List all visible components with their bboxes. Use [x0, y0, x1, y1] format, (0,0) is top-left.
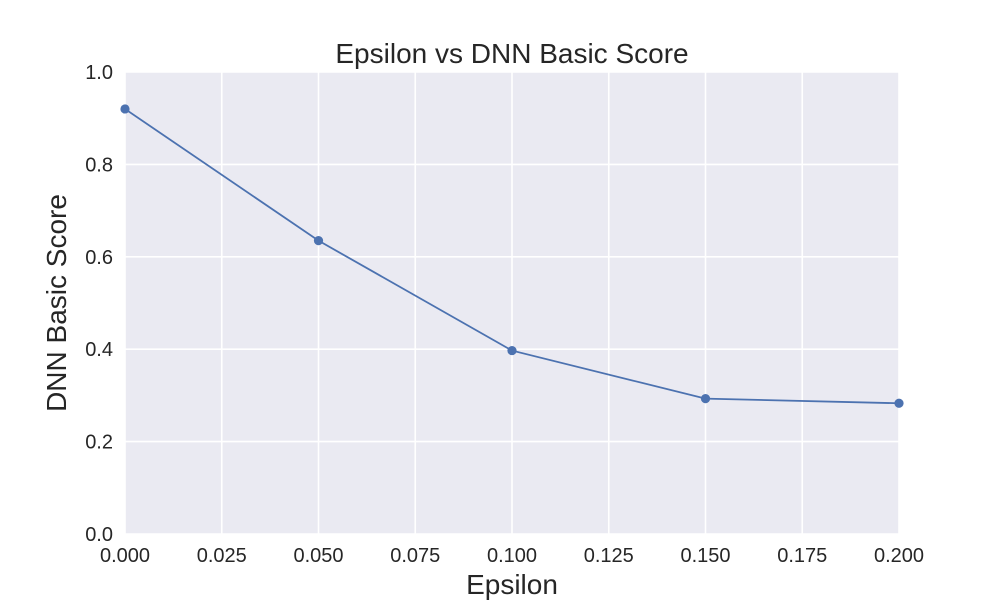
x-tick-label: 0.050 [293, 545, 343, 567]
x-tick-label: 0.025 [197, 545, 247, 567]
y-axis-title: DNN Basic Score [41, 194, 72, 412]
data-point [120, 104, 130, 114]
x-tick-label: 0.200 [874, 545, 924, 567]
x-tick-label: 0.150 [680, 545, 730, 567]
x-tick-label: 0.100 [487, 545, 537, 567]
y-tick-label: 1.0 [85, 62, 113, 84]
x-axis-title: Epsilon [466, 569, 558, 600]
data-point [894, 398, 904, 408]
y-tick-label: 0.8 [85, 154, 113, 176]
y-tick-label: 0.2 [85, 432, 113, 454]
data-point [507, 345, 517, 356]
x-tick-label: 0.125 [584, 545, 634, 567]
data-point [313, 236, 324, 246]
y-axis-ticks: 0.0 0.2 0.4 0.6 0.8 1.0 [85, 62, 113, 546]
x-axis-ticks: 0.000 0.025 0.050 0.075 0.100 0.125 0.150 0.175… [100, 545, 924, 567]
x-tick-label: 0.175 [777, 545, 827, 567]
y-tick-label: 0.4 [85, 339, 113, 361]
data-point [700, 394, 711, 404]
x-tick-label: 0.075 [390, 545, 440, 567]
y-tick-label: 0.6 [85, 247, 113, 269]
grid-lines [124, 71, 900, 535]
chart-title: Epsilon vs DNN Basic Score [335, 38, 688, 69]
x-tick-label: 0.000 [100, 545, 150, 567]
series-group [120, 104, 904, 408]
y-tick-label: 0.0 [85, 524, 113, 546]
